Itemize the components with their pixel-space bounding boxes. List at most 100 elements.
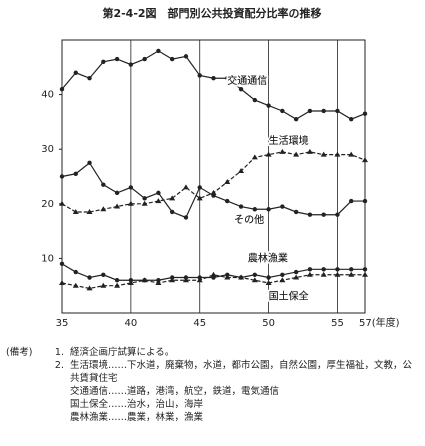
point xyxy=(238,168,245,174)
point xyxy=(155,279,162,285)
point xyxy=(321,267,326,272)
point xyxy=(349,198,354,204)
note-text: 経済企画庁試算による。 xyxy=(70,347,175,358)
point xyxy=(335,267,340,272)
point xyxy=(142,56,147,62)
point xyxy=(183,54,189,59)
point xyxy=(210,189,217,195)
point xyxy=(251,277,258,283)
point xyxy=(279,148,286,154)
point xyxy=(224,274,231,280)
point xyxy=(59,261,65,267)
series-label: その他 xyxy=(234,213,264,226)
point xyxy=(251,154,258,160)
chart-title: 第2-4-2図 部門別公共投資配分比率の推移 xyxy=(102,6,321,20)
point xyxy=(86,208,93,214)
point xyxy=(348,271,355,277)
point xyxy=(101,272,106,277)
point xyxy=(225,76,230,81)
point xyxy=(86,285,93,291)
point xyxy=(293,209,299,215)
point xyxy=(183,215,189,220)
point xyxy=(349,116,354,122)
series-label: 農林漁業 xyxy=(248,251,288,264)
point xyxy=(72,282,79,288)
point xyxy=(72,208,79,214)
point xyxy=(211,76,216,81)
point xyxy=(279,277,286,283)
point xyxy=(101,182,106,187)
series-label: 農林漁業 xyxy=(248,251,288,264)
point xyxy=(307,267,313,272)
point xyxy=(196,195,203,201)
point xyxy=(114,56,120,62)
series-line xyxy=(61,50,366,120)
point xyxy=(141,277,148,283)
point xyxy=(238,204,244,209)
point xyxy=(362,111,368,116)
point xyxy=(127,279,134,285)
point xyxy=(73,70,78,75)
point xyxy=(265,279,272,285)
point xyxy=(114,278,120,283)
point xyxy=(280,272,285,277)
point xyxy=(87,275,92,280)
point xyxy=(225,198,230,204)
point xyxy=(293,151,300,157)
series-label: その他 xyxy=(234,213,264,226)
point xyxy=(280,204,285,209)
point xyxy=(265,151,272,157)
series-label: 生活環境 xyxy=(269,134,309,147)
series-label: 国土保全 xyxy=(269,290,309,303)
y-tick-label: 40 xyxy=(41,90,54,101)
x-tick-label: 57(年度) xyxy=(359,316,400,329)
series-label: 交通通信 xyxy=(227,74,267,87)
point xyxy=(87,160,92,166)
point xyxy=(127,200,134,206)
point xyxy=(100,206,107,212)
point xyxy=(307,212,313,217)
point xyxy=(197,73,202,78)
point xyxy=(293,116,299,122)
point xyxy=(335,108,340,114)
point xyxy=(59,174,65,179)
point xyxy=(362,267,368,272)
point xyxy=(362,271,368,277)
point xyxy=(100,282,107,288)
point xyxy=(238,86,244,92)
y-tick-label: 10 xyxy=(41,253,54,264)
x-tick-label: 50 xyxy=(262,318,275,329)
note-row: (備考) 1. 経済企画庁試算による。 xyxy=(6,346,421,359)
point xyxy=(280,108,285,114)
point xyxy=(335,212,340,217)
point xyxy=(293,274,300,280)
note-row: 2. 生活環境……下水道，廃棄物，水道，都市公園，自然公園，厚生福祉，文教，公共… xyxy=(6,359,421,385)
point xyxy=(114,203,121,209)
point xyxy=(306,271,313,277)
point xyxy=(334,271,341,277)
point xyxy=(141,200,148,206)
point xyxy=(224,178,231,184)
x-tick-label: 40 xyxy=(124,318,137,329)
point xyxy=(320,271,327,277)
point xyxy=(169,209,175,215)
point xyxy=(101,59,106,65)
point xyxy=(73,171,78,176)
point xyxy=(252,272,258,277)
point xyxy=(362,157,368,163)
point xyxy=(128,185,134,190)
point xyxy=(197,185,202,190)
point xyxy=(87,76,92,81)
point xyxy=(349,267,354,272)
point xyxy=(307,108,313,114)
x-tick-label: 45 xyxy=(193,318,206,329)
chart: 第2-4-2図 部門別公共投資配分比率の推移 35 40 45 50 55 57(年度) 1… xyxy=(41,6,400,329)
point xyxy=(156,48,161,54)
point xyxy=(266,103,271,108)
point xyxy=(321,212,326,217)
series-line xyxy=(61,151,366,213)
x-tick-label: 35 xyxy=(56,318,69,329)
point xyxy=(211,193,216,198)
point xyxy=(182,277,189,283)
point xyxy=(306,148,313,154)
